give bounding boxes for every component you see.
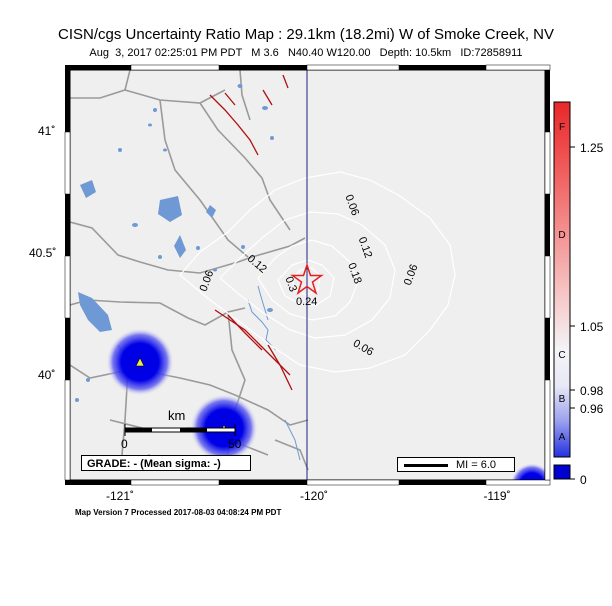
- water-bodies: [75, 84, 274, 402]
- colorbar: [553, 101, 575, 480]
- uncertainty-contours: [179, 171, 456, 373]
- map-frame: [64, 64, 551, 486]
- x-axis-label: -119˚: [483, 489, 511, 503]
- colorbar-letter: D: [558, 230, 566, 241]
- scale-bar-left-label: 0: [121, 437, 128, 451]
- station-triangle-icon: [135, 357, 145, 367]
- colorbar-letter: F: [558, 122, 566, 133]
- map-footer: Map Version 7 Processed 2017-08-03 04:08…: [75, 508, 282, 517]
- colorbar-tick: 0.98: [580, 384, 604, 398]
- y-axis-label: 41˚: [38, 124, 56, 138]
- map-subtitle: Aug 3, 2017 02:25:01 PM PDT M 3.6 N40.40…: [89, 47, 523, 59]
- scale-bar: [124, 424, 236, 436]
- map-title: CISN/cgs Uncertainty Ratio Map : 29.1km …: [58, 26, 554, 43]
- y-axis-label: 40˚: [38, 368, 56, 382]
- x-axis-label: -121˚: [105, 489, 135, 503]
- colorbar-letter: B: [558, 394, 566, 405]
- mi-legend: MI = 6.0: [397, 457, 515, 472]
- grade-box: GRADE: - (Mean sigma: -): [81, 455, 251, 471]
- colorbar-letter: A: [558, 432, 566, 443]
- epicenter-star-icon: [290, 262, 324, 295]
- colorbar-tick: 1.05: [580, 320, 604, 334]
- mi-legend-label: MI = 6.0: [456, 459, 497, 471]
- x-axis-label: -120˚: [299, 489, 329, 503]
- fault-lines: [209, 74, 293, 391]
- mi-legend-bar: [404, 464, 448, 467]
- y-axis-label: 40.5˚: [29, 246, 57, 260]
- contour-label: 0.3: [282, 275, 299, 293]
- colorbar-letter: C: [558, 350, 566, 361]
- colorbar-tick: 0.96: [580, 402, 604, 416]
- contour-label: 0.24: [296, 296, 317, 308]
- colorbar-tick: 1.25: [580, 141, 604, 155]
- colorbar-tick: 0: [580, 473, 587, 487]
- station-blob: [510, 463, 545, 480]
- scale-bar-unit: km: [168, 408, 186, 423]
- scale-bar-right-label: 50: [228, 437, 242, 451]
